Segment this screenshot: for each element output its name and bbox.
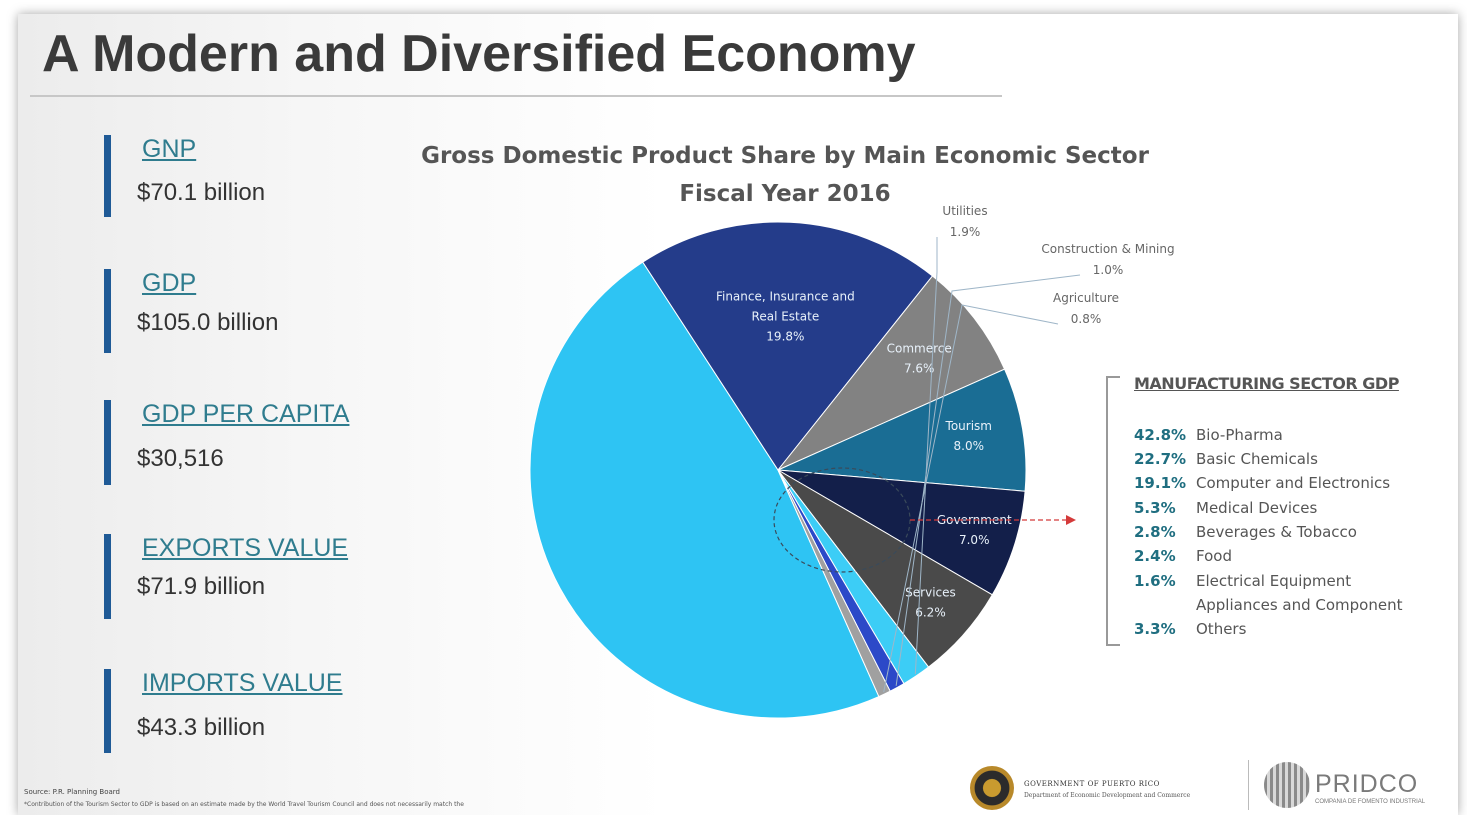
manufacturing-item-pct: 2.8% [1134,523,1176,541]
manufacturing-item-name: Appliances and Component [1196,596,1403,614]
pridco-subtitle: COMPANIA DE FOMENTO INDUSTRIAL [1315,799,1426,805]
manufacturing-item: 19.1% Computer and Electronics [1134,474,1390,492]
leader-line [914,237,938,675]
pie-slice-manufacturing [529,261,880,719]
pie-outside-label: Construction & Mining 1.0% [1041,242,1174,277]
stat-accent-bar [104,534,111,619]
pie-outside-label: Agriculture 0.8% [1053,291,1119,326]
pie-slice-government [777,469,1026,596]
source-note: Source: P.R. Planning Board [24,788,120,796]
manufacturing-item-name: Bio-Pharma [1196,426,1283,444]
pie-slice-finance-insurance-and-real-estate [642,221,934,471]
bracket-side [1106,376,1108,646]
pridco-logo-icon [1264,762,1310,808]
manufacturing-item-name: Beverages & Tobacco [1196,523,1357,541]
manufacturing-item: 3.3% Others [1134,620,1246,638]
chart-title: Gross Domestic Product Share by Main Eco… [421,143,1149,169]
pie-slice-commerce [777,275,1006,471]
stat-value-exports: $71.9 billion [137,573,266,600]
manufacturing-item-name: Electrical Equipment [1196,572,1352,590]
stat-accent-bar [104,400,111,485]
pie-label: Finance, Insurance and Real Estate 19.8% [716,289,855,343]
pie-label: Services 6.2% [905,586,956,620]
manufacturing-item-name: Others [1196,620,1247,638]
stat-accent-bar [104,669,111,753]
manufacturing-item-name: Computer and Electronics [1196,474,1391,492]
footnote: *Contribution of the Tourism Sector to G… [24,801,464,808]
manufacturing-item-pct: 19.1% [1134,474,1187,492]
stat-value-gnp: $70.1 billion [137,179,266,206]
stat-exports: EXPORTS VALUE $71.9 billion [104,534,404,620]
manufacturing-item-name: Food [1196,547,1232,565]
stat-label-imports[interactable]: IMPORTS VALUE [142,669,343,697]
manufacturing-item: 2.4% Food [1134,547,1232,565]
logo-divider [1248,760,1249,810]
pie-outside-label: Utilities 1.9% [942,204,987,239]
pie-label: Commerce 7.6% [887,342,952,376]
title-divider [30,95,1002,97]
stat-accent-bar [104,269,111,353]
manufacturing-item: 1.6% Electrical Equipment [1134,572,1351,590]
page-title: A Modern and Diversified Economy [42,25,916,83]
stat-label-exports[interactable]: EXPORTS VALUE [142,534,349,562]
bracket-bottom [1106,644,1120,646]
manufacturing-item-pct: 2.4% [1134,547,1176,565]
pridco-wordmark: PRIDCO [1315,770,1419,798]
manufacturing-item-name: Basic Chemicals [1196,450,1318,468]
stat-gnp: GNP $70.1 billion [104,135,404,220]
pie-slice-tourism [777,368,1027,492]
stat-gdp: GDP $105.0 billion [104,269,404,354]
manufacturing-item-pct: 42.8% [1134,426,1187,444]
stat-accent-bar [104,135,111,217]
manufacturing-item-pct: 5.3% [1134,499,1176,517]
manufacturing-item: 5.3% Medical Devices [1134,499,1317,517]
leader-line [895,274,1081,686]
stat-value-gdp: $105.0 billion [137,309,279,336]
stat-label-gdp-per-capita[interactable]: GDP PER CAPITA [142,400,350,428]
stat-label-gnp[interactable]: GNP [142,135,197,163]
bracket-top [1106,376,1120,378]
government-department: Department of Economic Development and C… [1024,792,1191,799]
manufacturing-item-pct: 1.6% [1134,572,1176,590]
stat-label-gdp[interactable]: GDP [142,269,197,297]
arrowhead-icon [1066,515,1076,525]
manufacturing-item: 2.8% Beverages & Tobacco [1134,523,1357,541]
manufacturing-item: 42.8% Bio-Pharma [1134,426,1283,444]
stat-imports: IMPORTS VALUE $43.3 billion [104,669,404,755]
stat-gdp-per-capita: GDP PER CAPITA $30,516 [104,400,404,486]
stat-value-imports: $43.3 billion [137,714,266,741]
manufacturing-item-pct: 3.3% [1134,620,1176,638]
manufacturing-title: MANUFACTURING SECTOR GDP [1134,374,1399,393]
chart-subtitle: Fiscal Year 2016 [679,181,891,207]
manufacturing-item: Appliances and Component [1134,596,1402,614]
stat-value-gdp-per-capita: $30,516 [137,445,224,472]
manufacturing-item: 22.7% Basic Chemicals [1134,450,1318,468]
manufacturing-breakdown: MANUFACTURING SECTOR GDP 42.8% Bio-Pharma… [1106,374,1446,648]
leader-line [883,304,1059,693]
pie-label: Tourism 8.0% [945,419,992,453]
manufacturing-item-name: Medical Devices [1196,499,1318,517]
pie-slice-agriculture [777,469,891,698]
government-name: GOVERNMENT OF PUERTO RICO [1024,780,1160,788]
manufacturing-item-pct: 22.7% [1134,450,1187,468]
government-seal-logo [970,766,1014,810]
